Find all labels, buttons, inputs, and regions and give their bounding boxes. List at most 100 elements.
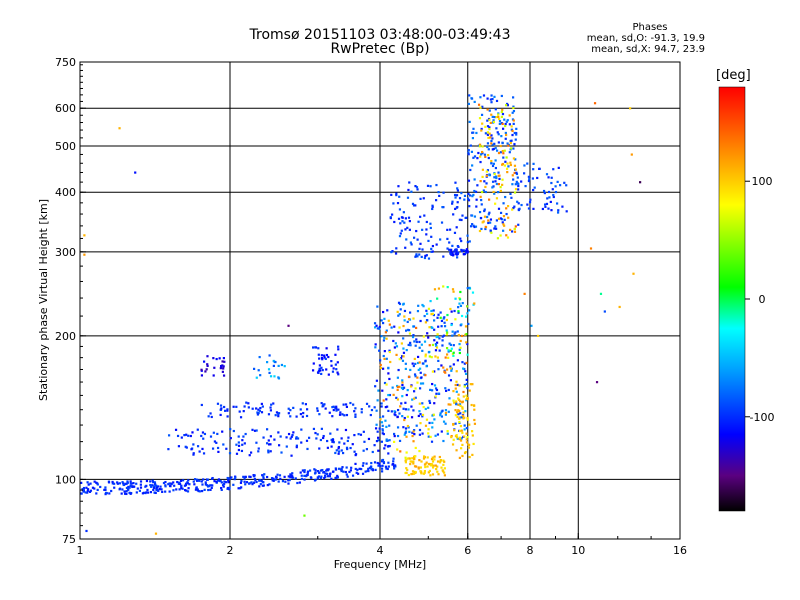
echo-point (212, 374, 215, 377)
echo-point (145, 491, 148, 494)
echo-point (511, 133, 514, 137)
echo-point (424, 407, 427, 411)
echo-point (169, 482, 172, 485)
echo-point (376, 461, 379, 465)
echo-point (513, 171, 516, 175)
echo-point (528, 178, 531, 181)
echo-point (491, 180, 495, 183)
echo-point (508, 114, 511, 117)
echo-point (346, 447, 349, 451)
echo-point (353, 433, 356, 437)
echo-point (310, 476, 313, 479)
echo-point (378, 325, 381, 329)
echo-point (466, 353, 469, 356)
echo-point (402, 351, 406, 354)
echo-point (306, 473, 309, 477)
echo-point (465, 249, 468, 253)
echo-point (132, 482, 135, 485)
echo-point (471, 223, 474, 226)
echo-point (326, 439, 329, 443)
echo-point (388, 393, 392, 397)
echo-point (563, 181, 566, 184)
echo-point (156, 485, 160, 488)
echo-point (505, 104, 508, 107)
echo-point (385, 438, 388, 441)
echo-point (461, 301, 464, 305)
echo-point (458, 218, 461, 221)
echo-point (488, 118, 491, 121)
echo-point (510, 230, 514, 233)
echo-point (88, 490, 92, 493)
echo-point (219, 413, 222, 417)
echo-point (412, 364, 415, 368)
echo-point (338, 441, 341, 444)
echo-point (423, 256, 427, 260)
echo-point (314, 431, 317, 435)
echo-point (455, 248, 458, 251)
echo-point (316, 409, 319, 412)
echo-point (506, 236, 510, 239)
echo-point (422, 405, 425, 409)
echo-point (458, 403, 462, 406)
echo-point (200, 368, 203, 371)
echo-point (267, 443, 271, 446)
echo-point (123, 490, 126, 493)
echo-point (531, 177, 535, 180)
echo-point (337, 467, 341, 470)
echo-point (146, 491, 150, 494)
echo-point (459, 290, 462, 294)
echo-point (386, 405, 389, 408)
echo-point (262, 481, 265, 484)
echo-point (512, 122, 515, 125)
echo-point (376, 399, 379, 402)
echo-point (395, 353, 398, 357)
echo-point (431, 207, 434, 211)
echo-point (442, 439, 445, 443)
echo-point (479, 160, 482, 164)
echo-point (490, 162, 493, 165)
echo-point (421, 382, 425, 385)
echo-point (416, 381, 419, 384)
echo-point (251, 407, 254, 410)
echo-point (391, 250, 394, 253)
echo-point (290, 454, 293, 457)
echo-point (457, 417, 461, 420)
echo-point (116, 481, 119, 484)
echo-point (454, 196, 457, 199)
echo-point (300, 474, 303, 477)
echo-point (473, 422, 477, 425)
echo-point (187, 479, 190, 482)
echo-point (458, 302, 461, 305)
echo-point (492, 119, 495, 122)
echo-point (446, 430, 449, 433)
echo-point (431, 466, 435, 469)
echo-point (238, 410, 241, 413)
echo-point (425, 233, 428, 236)
echo-point (283, 365, 286, 368)
echo-point (517, 202, 520, 205)
echo-point (381, 389, 384, 392)
echo-point (510, 125, 513, 128)
echo-point (219, 479, 222, 483)
echo-point (188, 483, 191, 486)
echo-point (360, 411, 363, 414)
echo-point (337, 408, 340, 411)
echo-point (456, 330, 459, 333)
echo-point (275, 411, 279, 414)
echo-point (420, 460, 423, 463)
echo-point (452, 344, 455, 347)
echo-point (492, 185, 495, 188)
echo-point (431, 312, 434, 315)
echo-point (523, 172, 526, 175)
echo-point (419, 422, 422, 425)
echo-point (451, 330, 454, 333)
echo-point (424, 321, 427, 324)
echo-point (422, 197, 425, 200)
echo-point (459, 346, 462, 349)
echo-point (345, 466, 348, 469)
echo-point (431, 426, 434, 429)
echo-point (444, 409, 448, 412)
echo-point (275, 476, 278, 479)
echo-point (124, 482, 127, 486)
echo-point (222, 367, 225, 370)
